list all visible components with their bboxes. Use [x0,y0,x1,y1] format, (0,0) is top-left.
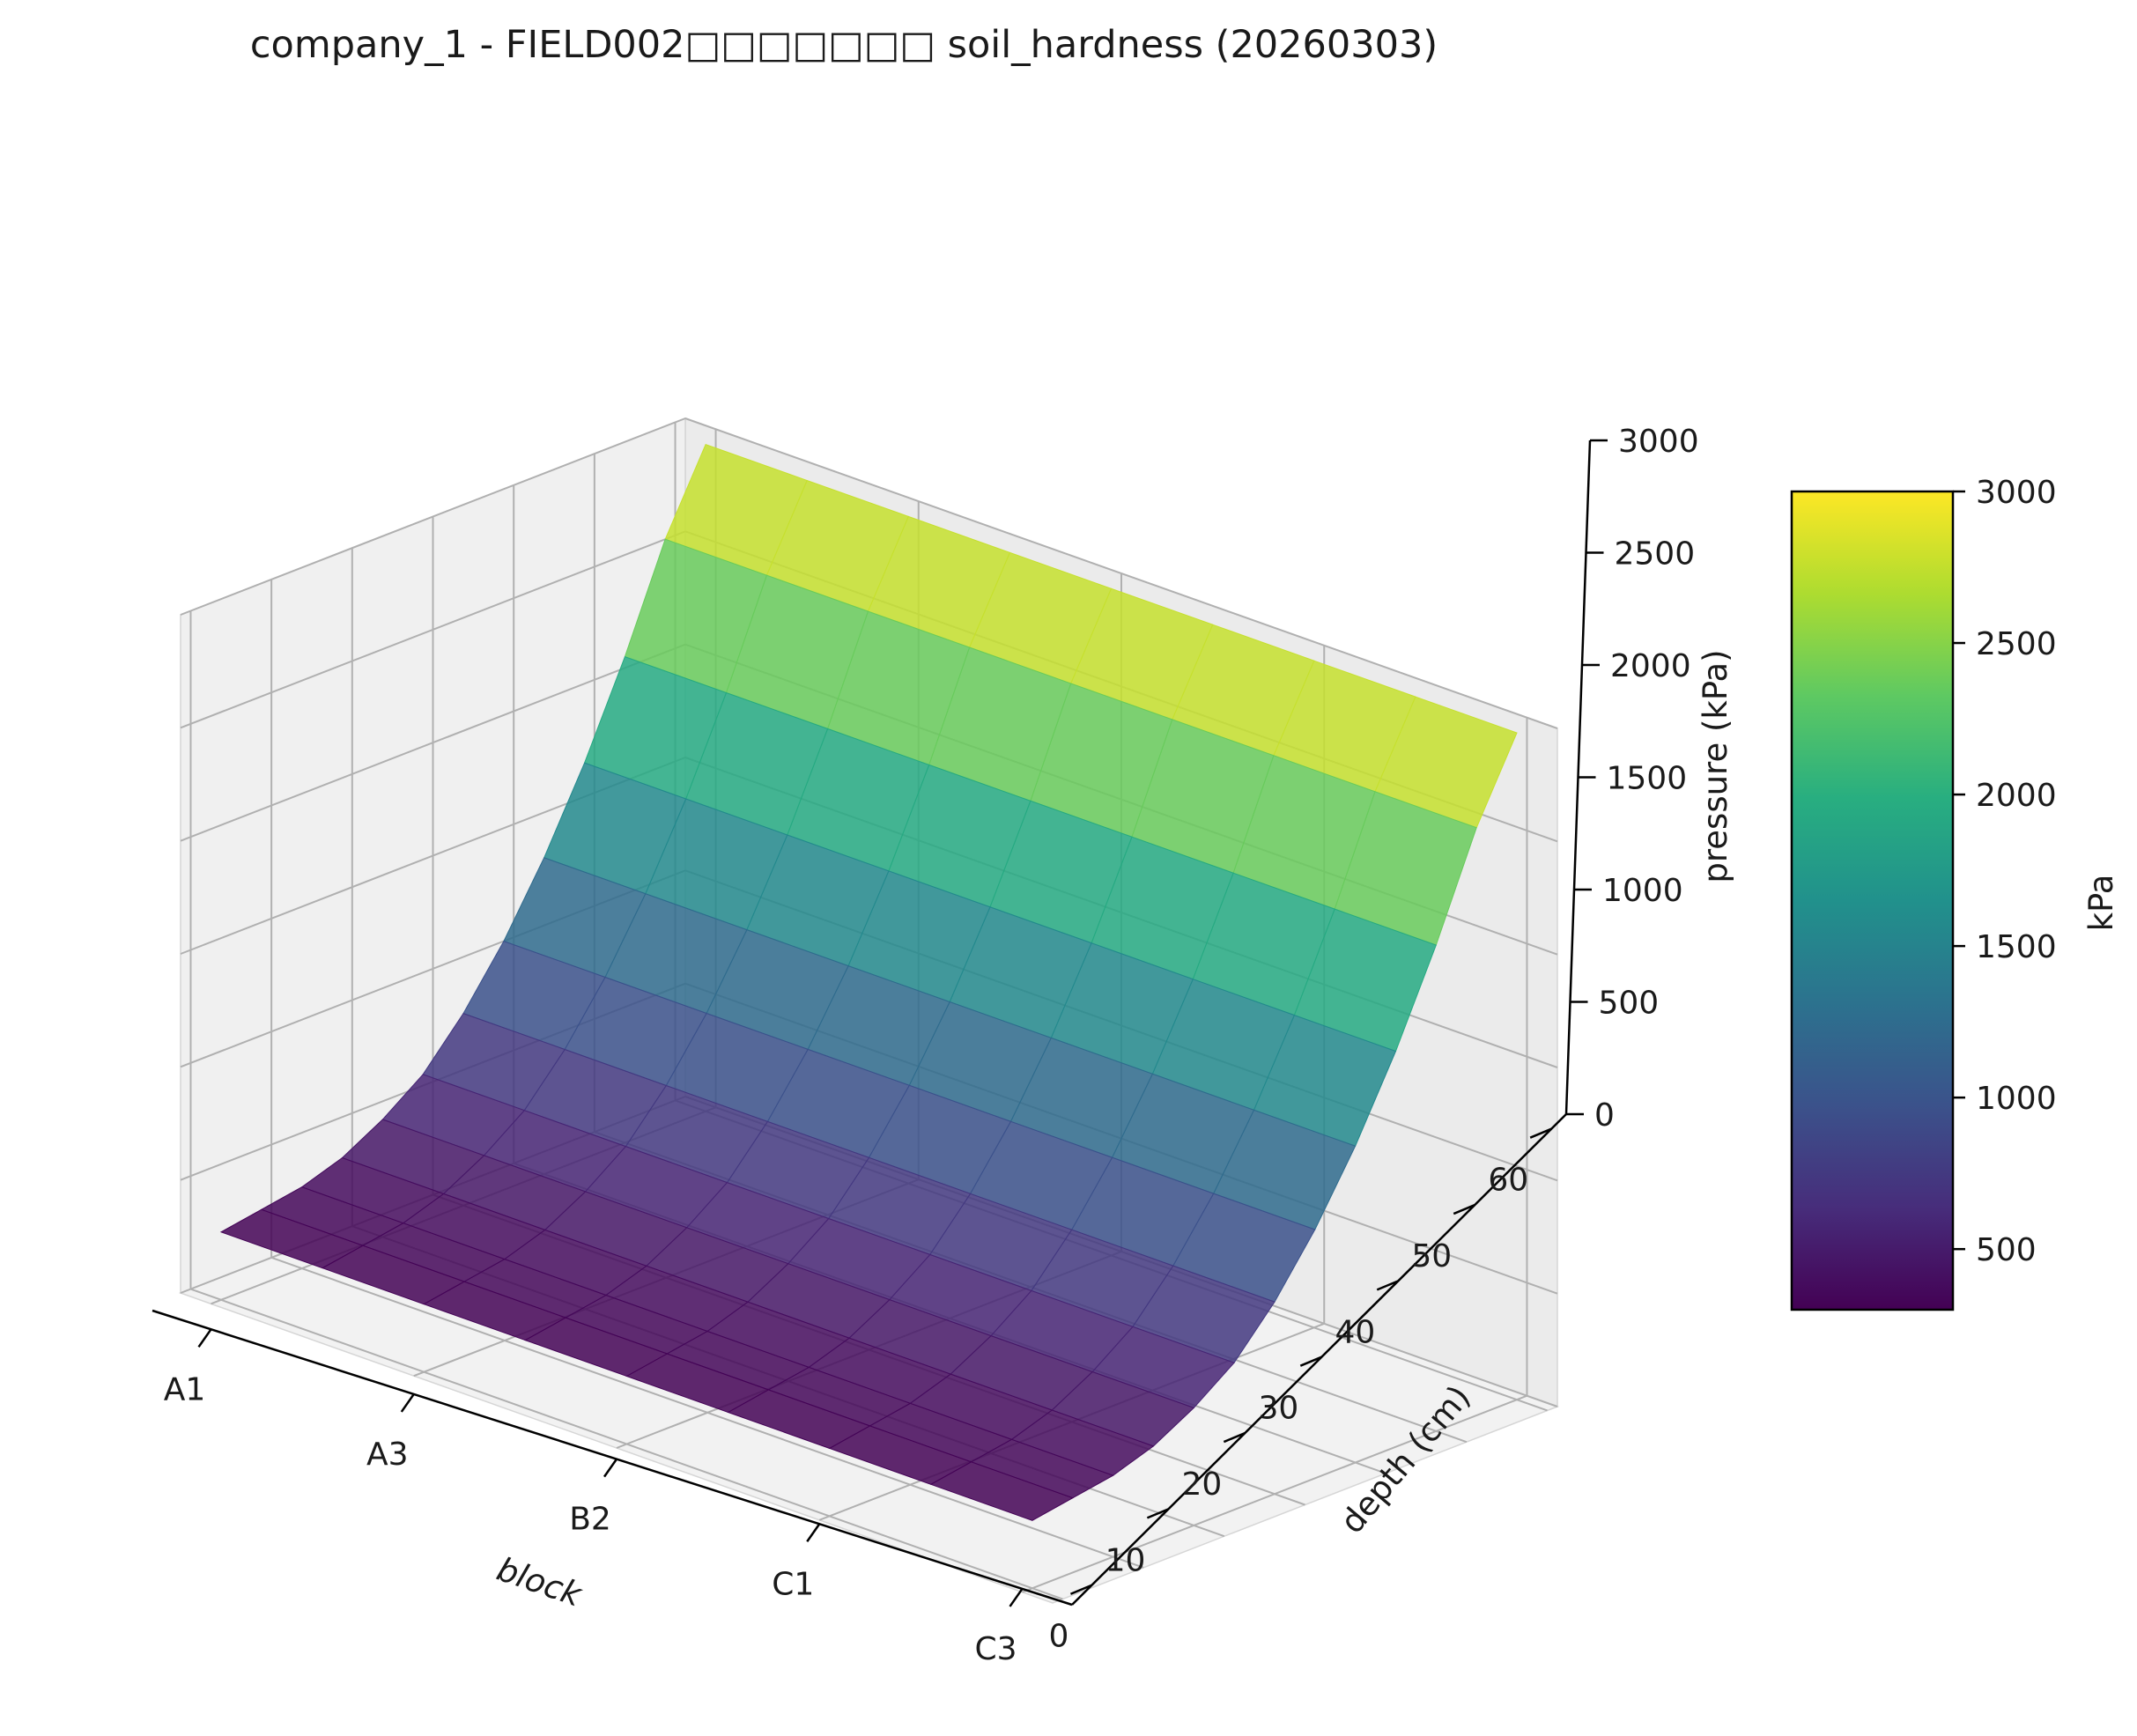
y-tick-label: 30 [1258,1391,1298,1427]
x-tick-label: C1 [772,1566,814,1602]
y-tick-label: 50 [1411,1238,1452,1274]
x-tick-label: A1 [164,1371,206,1407]
gridline [180,530,686,729]
y-tick-label: 40 [1335,1314,1375,1350]
x-tick-label: B2 [569,1502,611,1538]
gridline [180,643,686,842]
y-tick-mark [1146,1508,1169,1519]
x-tick-mark [806,1523,821,1542]
y-axis-line [1071,1113,1567,1606]
z-tick-label: 0 [1594,1097,1615,1134]
y-tick-mark [1376,1280,1399,1291]
z-tick-label: 2500 [1615,536,1696,573]
gridline [180,417,686,616]
y-tick-label: 20 [1182,1466,1223,1503]
colorbar-tick-label: 2000 [1976,778,2057,814]
colorbar-tick-label: 2500 [1976,626,2057,662]
chart-title: company_1 - FIELD002□□□□□□□ soil_hardnes… [250,23,1438,67]
axis-ticks: A1 A3 B2 C1 C3 0 10 20 30 40 50 60 0 500 1000 1500 2000 2… [164,424,1699,1667]
x-tick-label: C3 [974,1631,1017,1667]
gridline [684,417,1558,729]
y-tick-mark [1069,1584,1092,1595]
y-tick-label: 10 [1105,1542,1146,1578]
colorbar-ticks: 500 1000 1500 2000 2500 3000 [1953,475,2057,1268]
z-tick-label: 2000 [1610,648,1691,684]
gridline [270,1256,1144,1569]
x-tick-mark [400,1393,415,1413]
z-tick-label: 3000 [1618,424,1699,460]
surface-plot [219,443,1518,1521]
y-tick-mark [1223,1431,1246,1444]
gridline [190,1288,1063,1600]
surface-facet [929,1461,1075,1521]
x-axis-label: block [492,1550,588,1614]
x-tick-mark [1009,1588,1024,1607]
colorbar-tick-label: 3000 [1976,475,2057,511]
y-tick-label: 60 [1488,1163,1528,1199]
x-tick-label: A3 [366,1437,409,1473]
z-tick-label: 500 [1599,986,1660,1022]
y-tick-mark [1453,1203,1475,1215]
colorbar: 500 1000 1500 2000 2500 3000 kPa [1790,475,2120,1311]
z-axis-label: pressure (kPa) [1697,649,1734,883]
colorbar-label: kPa [2082,875,2120,932]
x-tick-mark [197,1328,212,1348]
y-tick-mark [1299,1356,1322,1367]
y-tick-mark [1529,1127,1552,1139]
z-tick-label: 1000 [1602,873,1683,909]
colorbar-tick-label: 1500 [1976,929,2057,965]
colorbar-gradient [1790,490,1955,1311]
colorbar-tick-label: 1000 [1976,1081,2057,1117]
z-tick-label: 1500 [1607,761,1688,797]
x-tick-mark [603,1458,618,1478]
colorbar-tick-label: 500 [1976,1232,2037,1268]
x-axis-line [152,1309,1073,1607]
y-tick-label: 0 [1049,1619,1069,1655]
